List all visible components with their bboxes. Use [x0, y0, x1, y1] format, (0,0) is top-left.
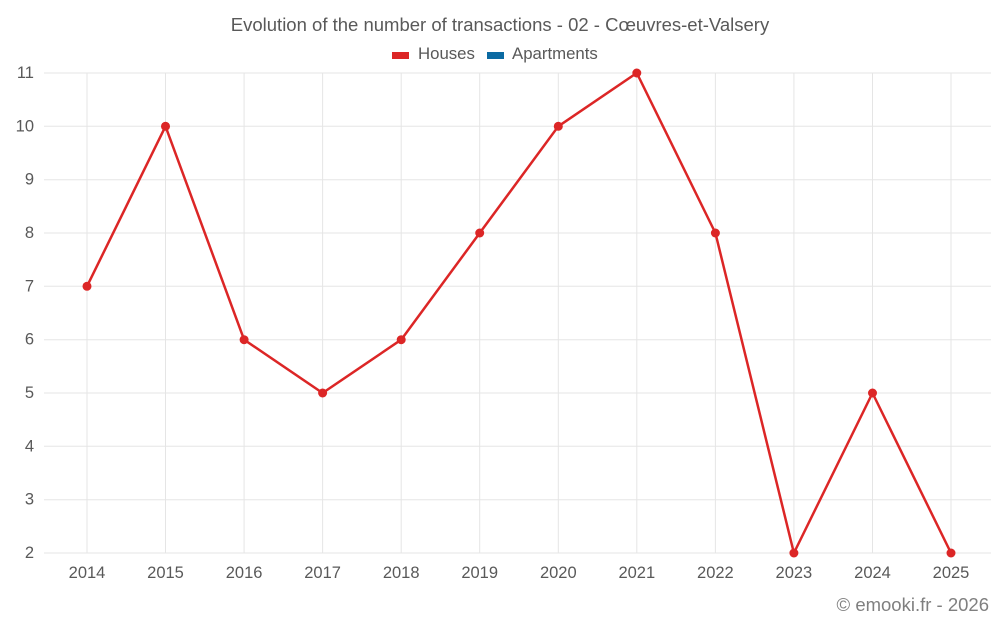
- svg-text:2015: 2015: [147, 564, 184, 582]
- svg-text:Houses: Houses: [418, 44, 475, 63]
- svg-text:2020: 2020: [540, 564, 577, 582]
- svg-text:9: 9: [25, 171, 34, 189]
- svg-text:2019: 2019: [461, 564, 498, 582]
- svg-text:2024: 2024: [854, 564, 891, 582]
- svg-text:7: 7: [25, 277, 34, 295]
- svg-text:6: 6: [25, 331, 34, 349]
- svg-text:2016: 2016: [226, 564, 263, 582]
- svg-text:2023: 2023: [776, 564, 813, 582]
- svg-text:2018: 2018: [383, 564, 420, 582]
- svg-text:4: 4: [25, 437, 34, 455]
- svg-text:2025: 2025: [933, 564, 970, 582]
- svg-text:2014: 2014: [69, 564, 106, 582]
- svg-text:Apartments: Apartments: [512, 44, 598, 63]
- svg-text:2017: 2017: [304, 564, 341, 582]
- svg-text:2022: 2022: [697, 564, 734, 582]
- svg-text:3: 3: [25, 491, 34, 509]
- svg-text:5: 5: [25, 384, 34, 402]
- svg-text:11: 11: [17, 64, 34, 82]
- svg-text:2: 2: [25, 544, 34, 562]
- svg-text:2021: 2021: [618, 564, 655, 582]
- svg-text:8: 8: [25, 224, 34, 242]
- svg-text:10: 10: [16, 117, 34, 135]
